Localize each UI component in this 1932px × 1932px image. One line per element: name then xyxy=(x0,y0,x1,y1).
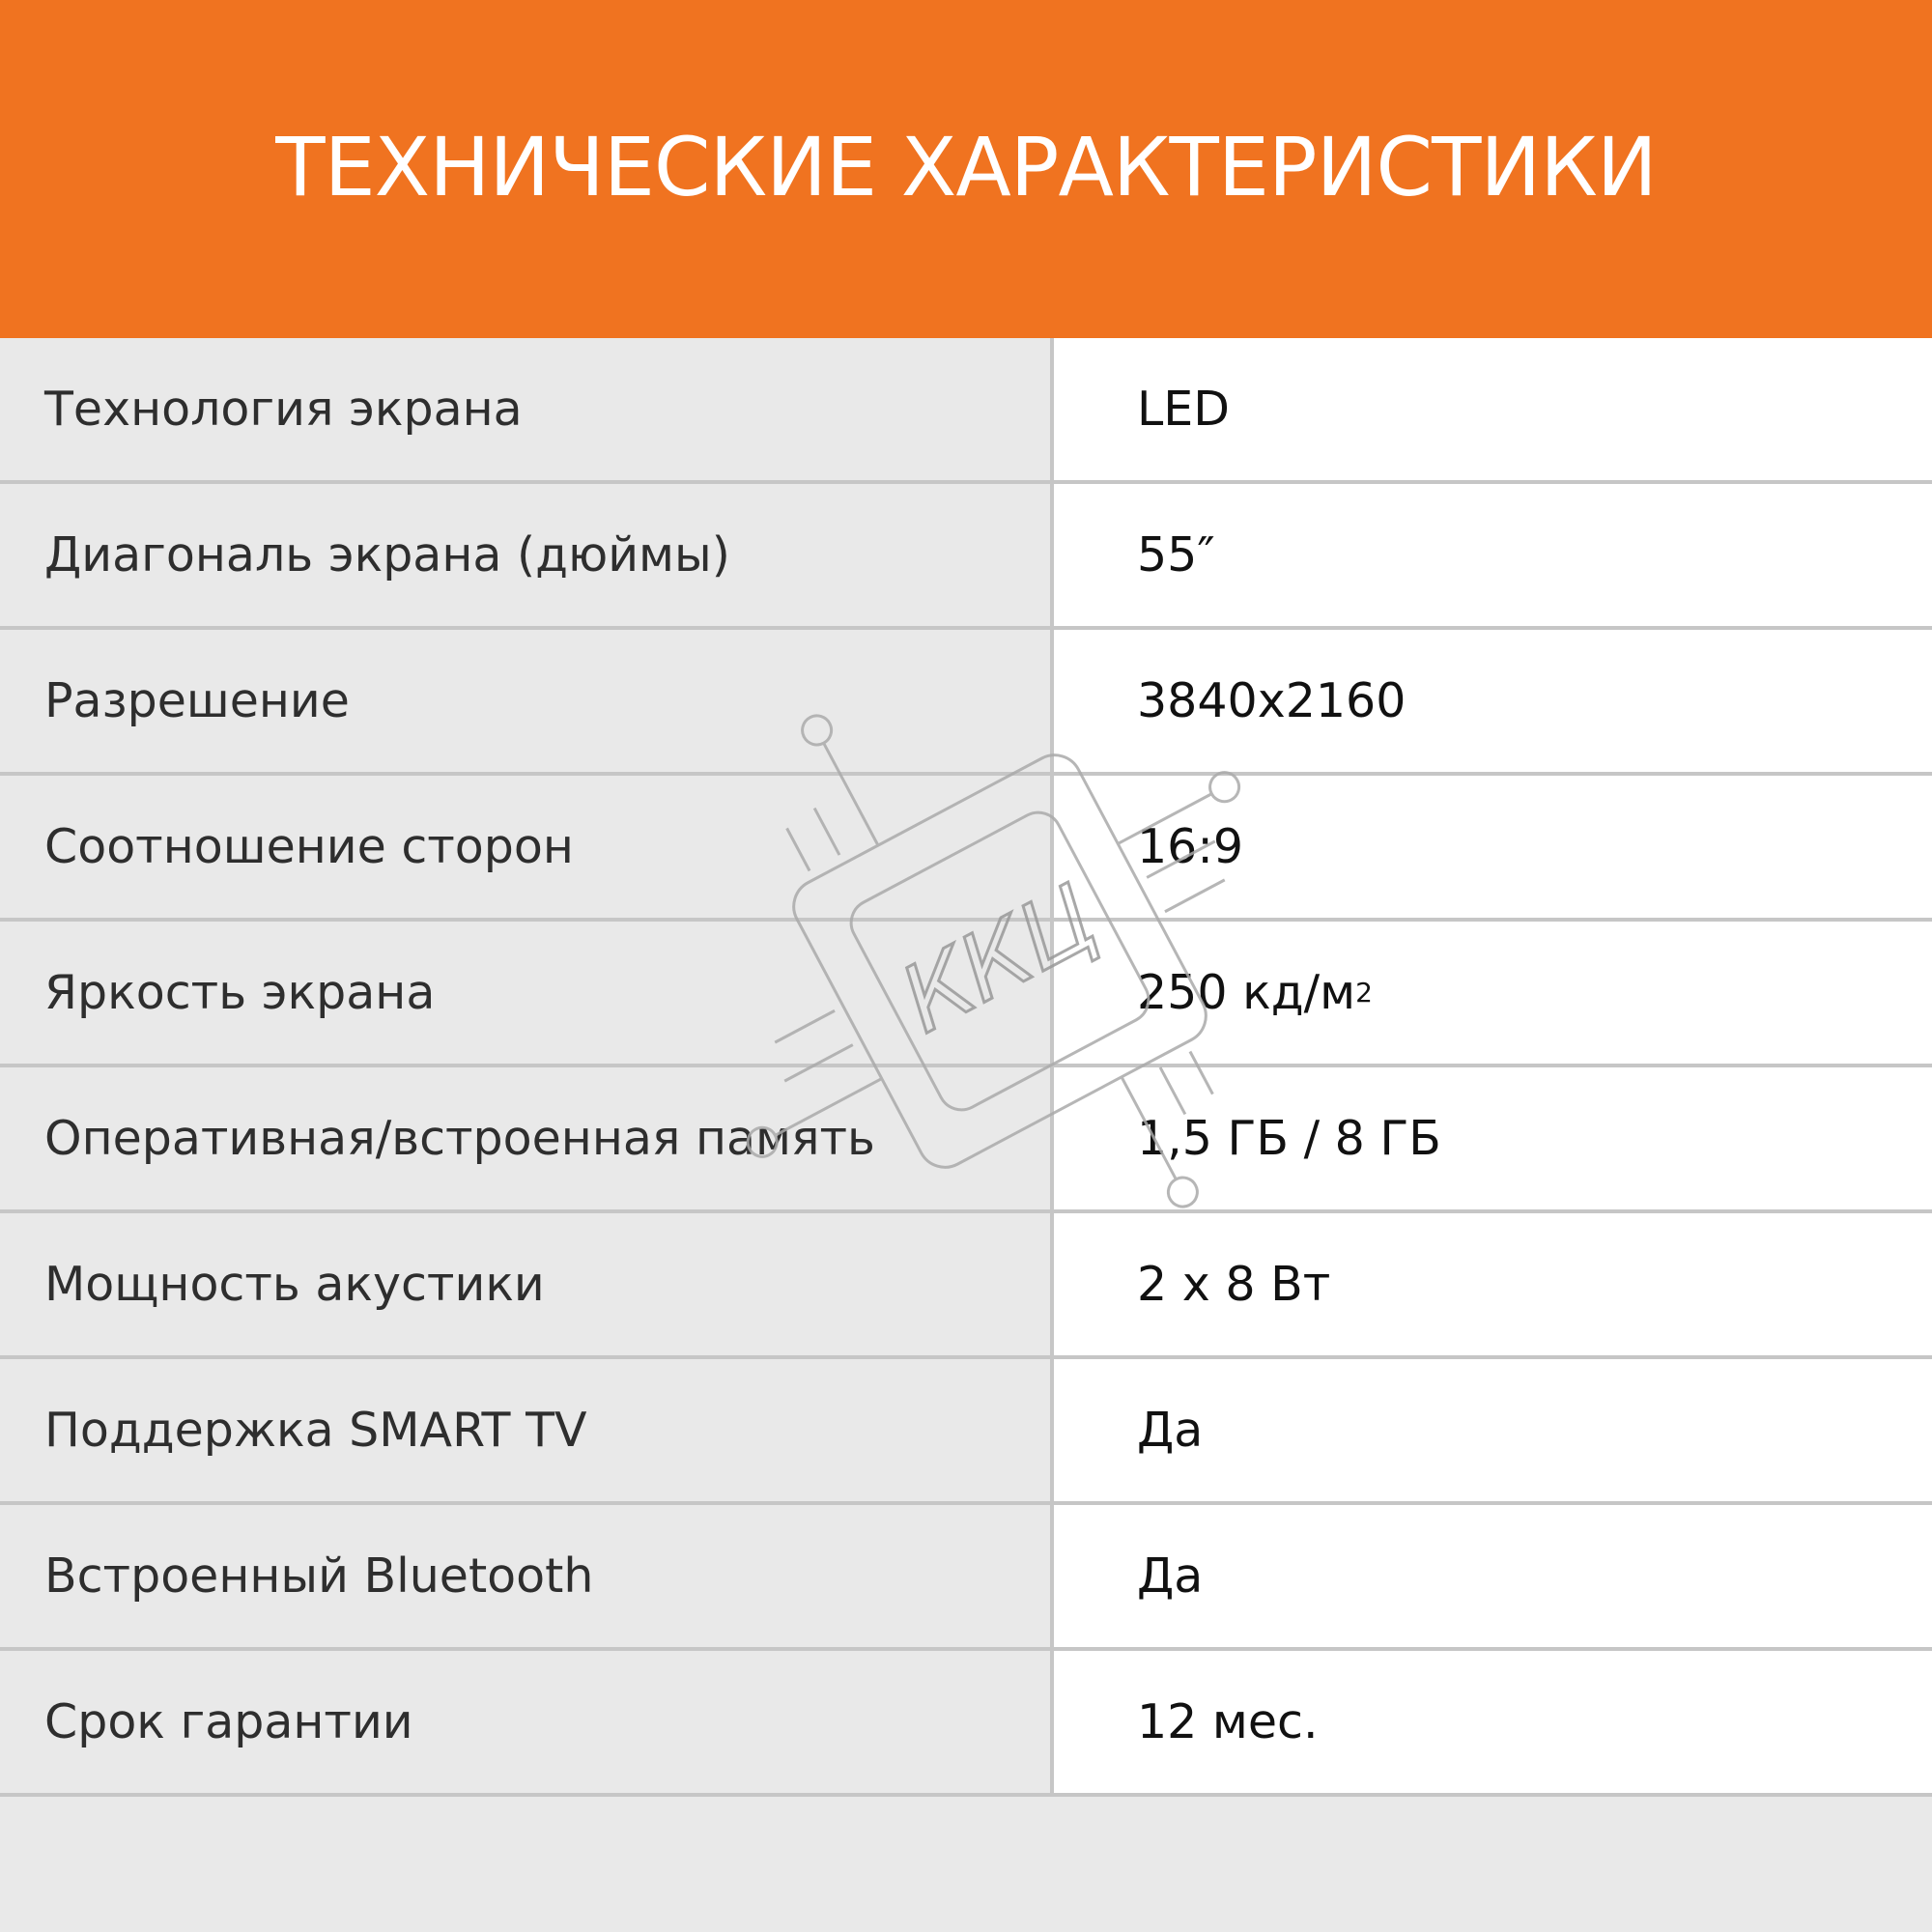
table-row: Оперативная/встроенная память 1,5 ГБ / 8 … xyxy=(0,1067,1932,1213)
spec-value: 3840x2160 xyxy=(1054,630,1932,772)
spec-label: Встроенный Bluetooth xyxy=(0,1505,1054,1647)
spec-label: Мощность акустики xyxy=(0,1213,1054,1355)
spec-label: Разрешение xyxy=(0,630,1054,772)
table-row: Срок гарантии 12 мес. xyxy=(0,1651,1932,1797)
spec-value: 250 кд/м 2 xyxy=(1054,922,1932,1064)
spec-label: Диагональ экрана (дюймы) xyxy=(0,484,1054,626)
spec-label: Соотношение сторон xyxy=(0,776,1054,918)
spec-table: Технология экрана LED Диагональ экрана (д… xyxy=(0,338,1932,1797)
spec-value: 12 мес. xyxy=(1054,1651,1932,1793)
spec-label: Поддержка SMART TV xyxy=(0,1359,1054,1501)
table-row: Разрешение 3840x2160 xyxy=(0,630,1932,776)
table-row: Поддержка SMART TV Да xyxy=(0,1359,1932,1505)
table-row: Встроенный Bluetooth Да xyxy=(0,1505,1932,1651)
table-row: Диагональ экрана (дюймы) 55″ xyxy=(0,484,1932,630)
spec-label: Оперативная/встроенная память xyxy=(0,1067,1054,1209)
spec-value-text: 250 кд/м xyxy=(1137,965,1356,1020)
spec-label: Срок гарантии xyxy=(0,1651,1054,1793)
table-row: Соотношение сторон 16:9 xyxy=(0,776,1932,922)
table-row: Яркость экрана 250 кд/м 2 xyxy=(0,922,1932,1067)
page-title: ТЕХНИЧЕСКИЕ ХАРАКТЕРИСТИКИ xyxy=(275,120,1657,214)
spec-value: 16:9 xyxy=(1054,776,1932,918)
spec-value: LED xyxy=(1054,338,1932,480)
table-row: Технология экрана LED xyxy=(0,338,1932,484)
header-banner: ТЕХНИЧЕСКИЕ ХАРАКТЕРИСТИКИ xyxy=(0,0,1932,338)
spec-value: 2 x 8 Вт xyxy=(1054,1213,1932,1355)
table-row: Мощность акустики 2 x 8 Вт xyxy=(0,1213,1932,1359)
spec-label: Яркость экрана xyxy=(0,922,1054,1064)
spec-value: Да xyxy=(1054,1505,1932,1647)
spec-value: Да xyxy=(1054,1359,1932,1501)
spec-value: 1,5 ГБ / 8 ГБ xyxy=(1054,1067,1932,1209)
spec-value: 55″ xyxy=(1054,484,1932,626)
superscript: 2 xyxy=(1355,977,1373,1009)
spec-label: Технология экрана xyxy=(0,338,1054,480)
